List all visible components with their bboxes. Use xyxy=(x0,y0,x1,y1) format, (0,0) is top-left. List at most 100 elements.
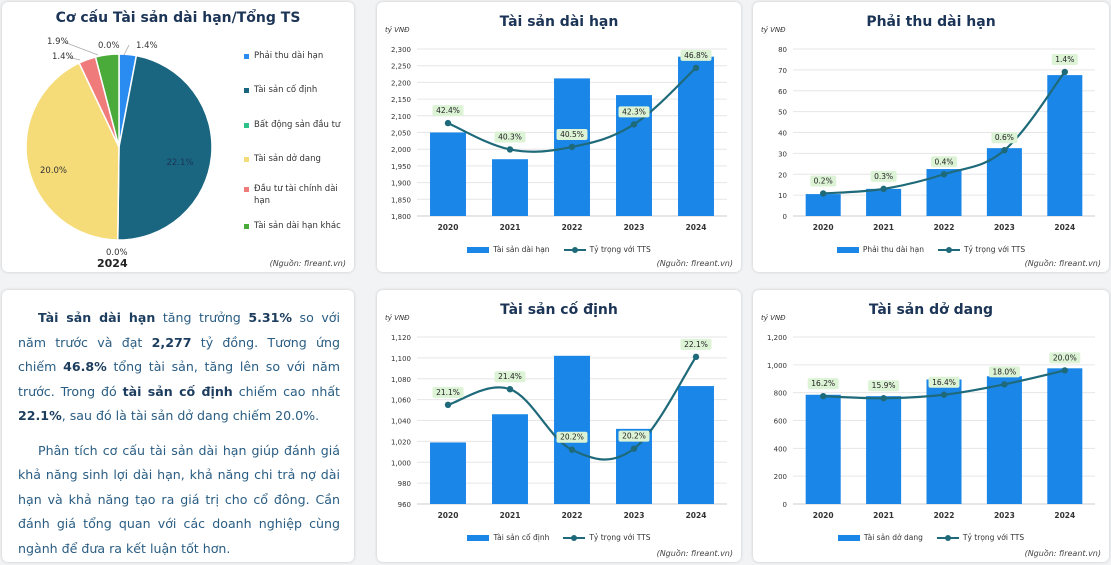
x-tick-label: 2023 xyxy=(624,223,645,232)
text-bold: 46.8% xyxy=(63,359,107,374)
y-tick-label: 40 xyxy=(778,130,787,138)
ratio-data-label: 16.2% xyxy=(811,379,835,388)
y-tick-label: 1,120 xyxy=(391,334,411,342)
ratio-data-label: 42.4% xyxy=(436,106,460,115)
summary-text-card: Tài sản dài hạn tăng trưởng 5.31% so với… xyxy=(2,290,354,562)
ratio-point-2024 xyxy=(692,64,700,72)
data-label-bg xyxy=(870,170,897,182)
data-label-bg xyxy=(868,380,900,392)
text: tỷ đồng. Tương ứng chiếm xyxy=(18,334,340,375)
data-label-bg xyxy=(556,431,588,443)
bar-2024 xyxy=(1047,368,1083,504)
legend-swatch-icon xyxy=(244,187,249,192)
x-tick-label: 2022 xyxy=(562,223,583,232)
ratio-point-2021 xyxy=(880,185,887,193)
legend-swatch-icon xyxy=(244,88,249,93)
ratio-data-label: 22.1% xyxy=(684,340,708,349)
y-tick-label: 1,020 xyxy=(391,438,411,446)
bar-2021 xyxy=(866,188,902,216)
y-tick-label: 2,250 xyxy=(391,63,411,71)
pie-data-label: 22.1% xyxy=(166,158,193,168)
legend-bar-swatch-icon xyxy=(467,534,490,541)
x-tick-label: 2023 xyxy=(624,511,645,520)
y-tick-label: 1,080 xyxy=(391,376,411,384)
data-label-bg xyxy=(556,128,588,140)
y-tick-label: 20 xyxy=(778,171,787,179)
y-tick-label: 2,050 xyxy=(391,130,411,138)
pie-leader-line xyxy=(63,41,99,56)
y-tick-label: 0 xyxy=(783,501,787,509)
y-tick-label: 1,800 xyxy=(391,213,411,221)
y-tick-label: 2,200 xyxy=(391,79,411,87)
legend-line-swatch-icon xyxy=(937,246,960,254)
y-tick-label: 2,100 xyxy=(391,113,411,121)
ratio-data-label: 40.3% xyxy=(498,132,522,141)
ratio-data-label: 0.4% xyxy=(934,157,953,166)
bar-2020 xyxy=(430,132,466,216)
x-tick-label: 2023 xyxy=(994,511,1015,520)
x-tick-label: 2020 xyxy=(813,511,834,520)
legend-swatch-icon xyxy=(244,224,249,229)
chart-title: Tài sản cố định xyxy=(500,302,618,318)
legend-label: Tỷ trọng với TTS xyxy=(963,245,1026,254)
text-bold: 22.1% xyxy=(18,408,62,423)
y-tick-label: 1,060 xyxy=(391,397,411,405)
data-label-bg xyxy=(618,430,650,442)
text-bold: 5.31% xyxy=(248,310,293,325)
bar-2021 xyxy=(492,159,528,216)
pie-data-label: 0.0% xyxy=(98,41,120,51)
data-label-bg xyxy=(680,49,712,61)
ratio-data-label: 21.4% xyxy=(498,372,522,381)
x-tick-label: 2024 xyxy=(1054,223,1075,232)
bar-2024 xyxy=(1047,75,1083,216)
chart-legend: Tài sản dài hạn Tỷ trọng với TTS xyxy=(377,245,741,254)
bar-2024 xyxy=(678,386,714,504)
data-label-bg xyxy=(618,106,650,118)
chart-card-tscd: Tài sản cố định tỷ VNĐ 960 980 1,000 1,020 1,0… xyxy=(377,290,741,562)
chart-source: (Nguồn: fireant.vn) xyxy=(656,549,733,558)
legend-bar-swatch-icon xyxy=(837,534,860,541)
text: so với năm trước và đạt xyxy=(18,310,340,350)
ratio-point-2022 xyxy=(568,446,576,453)
pie-data-label: 20.0% xyxy=(40,166,67,176)
y-tick-label: 1,040 xyxy=(391,418,411,426)
legend-swatch-icon xyxy=(244,54,249,59)
ratio-data-label: 42.3% xyxy=(622,107,646,116)
y-axis-unit-label: tỷ VNĐ xyxy=(385,314,410,322)
x-tick-label: 2020 xyxy=(438,511,459,520)
legend-item-line: Tỷ trọng với TTS xyxy=(563,245,651,254)
legend-label: Phải thu dài hạn xyxy=(862,245,924,254)
y-tick-label: 1,950 xyxy=(391,163,411,171)
pie-legend-label: Tài sản dở dang xyxy=(254,154,321,164)
chart-legend: Tài sản dở dang Tỷ trọng với TTS xyxy=(753,533,1109,542)
legend-item-bar: Tài sản dở dang xyxy=(837,533,923,542)
chart-card-tsdh: Tài sản dài hạn tỷ VNĐ 1,800 1,850 1,900 1,95… xyxy=(377,2,741,272)
y-axis-unit-label: tỷ VNĐ xyxy=(385,26,410,34)
legend-item-line: Tỷ trọng với TTS xyxy=(563,533,651,542)
chart-title: Tài sản dở dang xyxy=(868,302,994,318)
y-tick-label: 1,900 xyxy=(391,180,411,188)
pie-chart-title: Cơ cấu Tài sản dài hạn/Tổng TS xyxy=(55,10,301,26)
x-tick-label: 2023 xyxy=(994,223,1015,232)
ratio-data-label: 46.8% xyxy=(684,51,708,60)
ratio-point-2023 xyxy=(1001,147,1008,154)
chart-legend: Tài sản cố định Tỷ trọng với TTS xyxy=(377,533,741,542)
bar-2020 xyxy=(430,442,466,504)
data-label-bg xyxy=(810,175,837,187)
legend-item-bar: Tài sản dài hạn xyxy=(467,245,550,254)
pie-data-label: 1.4% xyxy=(52,52,74,62)
legend-swatch-icon xyxy=(244,157,249,162)
x-tick-label: 2021 xyxy=(873,511,894,520)
text-bold: Tài sản dài hạn xyxy=(38,310,156,325)
y-tick-label: 0 xyxy=(783,213,787,221)
ratio-data-label: 20.0% xyxy=(1053,353,1077,362)
ratio-point-2024 xyxy=(1061,68,1068,76)
y-tick-label: 400 xyxy=(774,445,787,453)
ratio-line xyxy=(823,71,1066,195)
pie-source: (Nguồn: fireant.vn) xyxy=(269,259,346,268)
chart-legend: Phải thu dài hạn Tỷ trọng với TTS xyxy=(753,245,1109,254)
data-label-bg xyxy=(991,132,1018,144)
pie-slice-3 xyxy=(25,61,120,241)
legend-line-swatch-icon xyxy=(563,534,586,542)
ratio-data-label: 20.2% xyxy=(560,433,584,442)
